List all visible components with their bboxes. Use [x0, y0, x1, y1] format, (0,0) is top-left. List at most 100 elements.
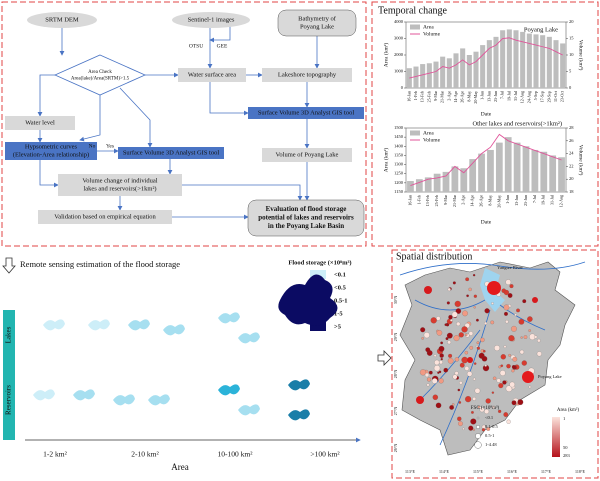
reservoir-dot [454, 357, 460, 362]
reservoir-dot [450, 319, 453, 322]
flow-node [172, 12, 250, 28]
legend-dot [474, 441, 482, 449]
reservoir-dot [498, 409, 502, 413]
color-ramp [552, 417, 560, 457]
legend-dot [476, 425, 481, 430]
lon-label: 115°E [473, 469, 483, 474]
x-tick-label: 2-Apr [461, 194, 466, 204]
flow-node [5, 116, 75, 130]
section-title: Spatial distribution [396, 251, 472, 262]
flow-node-label: Water level [25, 119, 55, 126]
reservoir-dot [500, 354, 506, 360]
area-bar [426, 63, 432, 88]
reservoir-dot [445, 337, 449, 341]
flow-node-label: Volume of Poyang Lake [276, 151, 339, 158]
reservoir-dot [436, 330, 443, 336]
flow-node-label: Validation based on empirical equation [54, 213, 156, 220]
y-tick-label: 1000 [394, 69, 404, 74]
reservoir-dot [537, 338, 541, 343]
water-body [163, 324, 185, 336]
water-body [73, 389, 95, 401]
reservoir-dot [473, 306, 476, 309]
reservoir-dot [454, 300, 461, 308]
y2-axis-title: Volume (km³) [578, 40, 585, 71]
lat-label: 27°N [393, 407, 398, 416]
x-tick-label: 8-May [466, 91, 471, 102]
x-tick-label: 20-May [473, 91, 478, 104]
edge-label: Yes [106, 143, 114, 149]
reservoir-dot [446, 332, 453, 339]
flow-node-label: Lakeshore topography [278, 71, 337, 78]
x-tick-label: 1-Feb [413, 91, 418, 100]
x-tick-label: 17-Sep [540, 91, 545, 102]
flow-node [262, 148, 352, 162]
reservoir-dot [434, 359, 440, 366]
water-body [218, 384, 240, 396]
reservoir-dot [484, 321, 488, 325]
area-bar [466, 55, 472, 88]
flow-node [178, 68, 246, 82]
flow-arrow [79, 95, 101, 142]
reservoir-dot [470, 418, 477, 425]
reservoir-dot [527, 316, 533, 322]
reservoir-dot [424, 372, 430, 378]
x-tick-label: 13-Jun [514, 195, 519, 206]
reservoir-dot [490, 320, 495, 325]
area-bar [453, 53, 459, 88]
area-bar [540, 35, 546, 88]
x-tick-label: 23-Oct [560, 90, 565, 102]
down-arrow [2, 257, 16, 274]
x-tick-label: 19-Jul [541, 194, 546, 205]
legend-label: Poyang Lake [538, 374, 562, 379]
y-axis-title: Area (km²) [382, 148, 389, 173]
flow-node [5, 142, 97, 160]
x-tick-label: 21-Mar [440, 90, 445, 103]
reservoir-dot [447, 287, 451, 292]
flow-node-label: Evaluation of flood storage [266, 205, 347, 213]
row-band [3, 310, 15, 360]
legend-label: 283 [563, 453, 571, 458]
large-lake-dot [416, 396, 424, 404]
y2-tick-label: 20 [569, 176, 574, 181]
legend-label: 0.5-1 [334, 297, 348, 304]
reservoir-dot [499, 370, 506, 376]
reservoir-dot [458, 401, 462, 404]
reservoir-dot [457, 388, 461, 392]
x-tick-label: 12-Aug [520, 91, 525, 103]
x-tick-label: 5-Sep [533, 91, 538, 100]
x-axis-title: Date [481, 111, 492, 117]
reservoir-dot [511, 325, 517, 332]
reservoir-dot [431, 378, 438, 384]
area-bar [549, 155, 557, 192]
reservoir-dot [533, 335, 538, 339]
flow-node [248, 107, 364, 119]
right-arrow [377, 350, 392, 366]
reservoir-dot [503, 345, 507, 349]
reservoir-dot [481, 428, 486, 432]
legend-title: Area (km²) [557, 407, 580, 413]
area-bar [478, 153, 485, 192]
large-lake-dot [532, 297, 538, 303]
reservoir-dot [452, 281, 456, 285]
area-bar [473, 51, 479, 88]
reservoir-dot [476, 346, 480, 350]
flow-node [247, 199, 365, 237]
flow-node-label: Bathymetry of [298, 15, 337, 22]
area-bar [522, 146, 530, 192]
x-tick-label: 1-Feb [416, 195, 421, 204]
legend-title: Flood storage (×10⁸m³) [288, 259, 351, 266]
reservoir-dot [473, 377, 476, 381]
reservoir-dot [438, 345, 445, 352]
reservoir-dot [521, 360, 527, 366]
reservoir-dot [518, 318, 525, 325]
reservoir-dot [453, 335, 460, 342]
edge-label: OTSU [189, 43, 203, 49]
reservoir-dot [492, 376, 497, 381]
reservoir-dot [473, 294, 477, 298]
area-bar [440, 56, 446, 88]
y-tick-label: 1300 [394, 162, 404, 167]
y-tick-label: 1450 [394, 134, 404, 139]
reservoir-dot [496, 378, 501, 383]
flow-node [277, 9, 357, 37]
area-bar [560, 43, 566, 88]
